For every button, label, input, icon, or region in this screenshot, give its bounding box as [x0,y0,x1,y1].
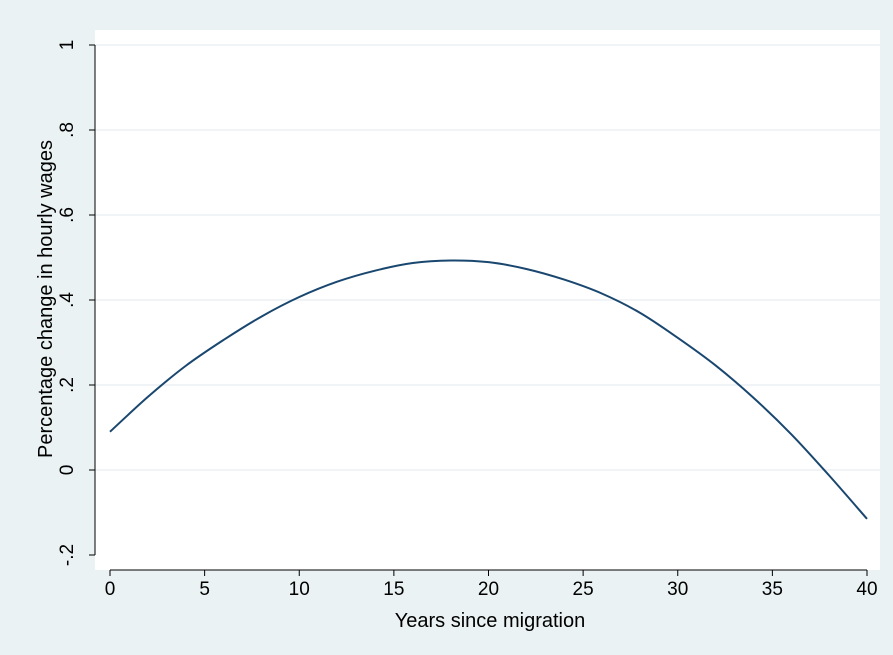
series-layer [109,259,868,520]
grid-lines [95,44,880,471]
y-tick-label: -.2 [57,544,78,566]
x-axis-title: Years since migration [395,610,585,632]
y-tick-label: .2 [57,377,78,393]
x-tick-label: 30 [667,579,688,600]
axes [89,44,868,576]
series-line [109,259,868,520]
y-tick-label: .4 [57,292,78,308]
y-tick-label: .8 [57,122,78,138]
y-axis-title: Percentage change in hourly wages [35,140,57,458]
y-tick-label: .6 [57,207,78,223]
x-tick-label: 10 [289,579,310,600]
x-tick-label: 40 [856,579,877,600]
x-tick-label: 35 [762,579,783,600]
tick-labels: -.20.2.4.6.810 5 10 15 20 25 30 35 40 [57,40,878,600]
y-tick-label: 1 [57,40,78,51]
x-tick-label: 20 [478,579,499,600]
x-tick-label: 0 [105,579,116,600]
x-tick-label: 5 [199,579,210,600]
y-tick-label: 0 [57,465,78,476]
x-tick-label: 25 [573,579,594,600]
x-tick-label: 15 [383,579,404,600]
